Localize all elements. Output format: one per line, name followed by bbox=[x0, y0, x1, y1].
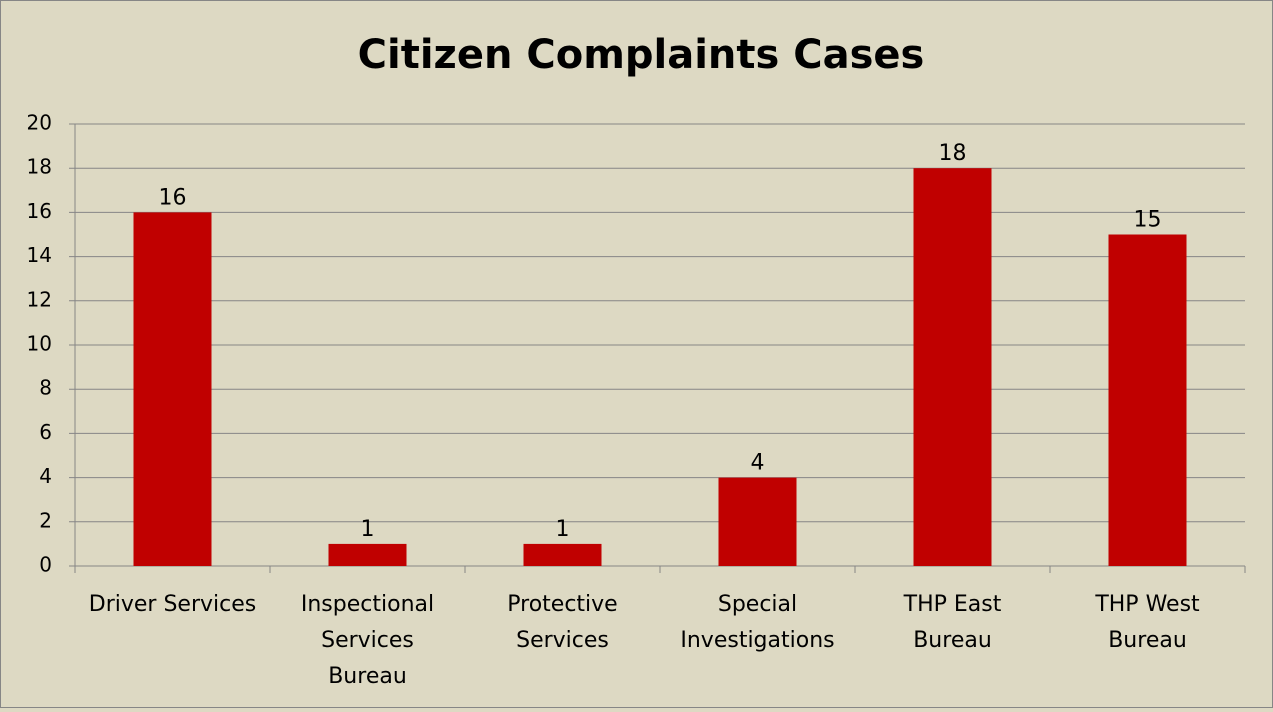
x-tick-label-line: THP East bbox=[903, 592, 1002, 617]
y-tick-label: 4 bbox=[39, 464, 52, 488]
data-label: 18 bbox=[939, 141, 967, 166]
y-tick-label: 14 bbox=[27, 243, 52, 267]
chart-title: Citizen Complaints Cases bbox=[358, 32, 925, 78]
bar bbox=[1108, 234, 1187, 566]
y-tick-label: 12 bbox=[27, 287, 52, 311]
x-tick-label-line: Bureau bbox=[913, 628, 992, 653]
x-tick-label-line: Services bbox=[321, 628, 414, 653]
bar bbox=[913, 168, 992, 566]
data-label: 1 bbox=[361, 517, 375, 542]
y-tick-label: 0 bbox=[39, 553, 52, 577]
data-label: 15 bbox=[1134, 208, 1162, 233]
data-label: 4 bbox=[751, 451, 765, 476]
x-tick-label-line: Bureau bbox=[1108, 628, 1187, 653]
bar bbox=[718, 477, 797, 566]
y-tick-label: 8 bbox=[39, 376, 52, 400]
x-tick-label: Special Investigations bbox=[680, 592, 834, 653]
x-tick-label: Driver Services bbox=[89, 592, 256, 617]
x-tick-label-line: Protective bbox=[507, 592, 617, 617]
bar bbox=[133, 212, 212, 566]
data-label: 16 bbox=[159, 185, 187, 210]
y-tick-label: 16 bbox=[27, 199, 52, 223]
y-tick-label: 18 bbox=[27, 155, 52, 179]
data-label: 1 bbox=[556, 517, 570, 542]
y-tick-label: 20 bbox=[27, 111, 52, 135]
x-tick-label-line: Services bbox=[516, 628, 609, 653]
x-tick-label: THP East Bureau bbox=[903, 592, 1002, 653]
x-tick-label-line: Bureau bbox=[328, 664, 407, 689]
y-tick-label: 6 bbox=[39, 420, 52, 444]
bar bbox=[523, 543, 602, 566]
y-tick-label: 2 bbox=[39, 508, 52, 532]
x-tick-label-line: Special bbox=[718, 592, 797, 617]
y-tick-label: 10 bbox=[27, 332, 52, 356]
x-tick-label-line: Driver Services bbox=[89, 592, 256, 617]
x-tick-label-line: Inspectional bbox=[301, 592, 434, 617]
bar bbox=[328, 543, 407, 566]
x-tick-label: Protective Services bbox=[507, 592, 617, 653]
x-tick-label: Inspectional Services Bureau bbox=[301, 592, 434, 689]
x-tick-label-line: Investigations bbox=[680, 628, 834, 653]
x-tick-label-line: THP West bbox=[1094, 592, 1200, 617]
x-tick-label: THP West Bureau bbox=[1094, 592, 1200, 653]
